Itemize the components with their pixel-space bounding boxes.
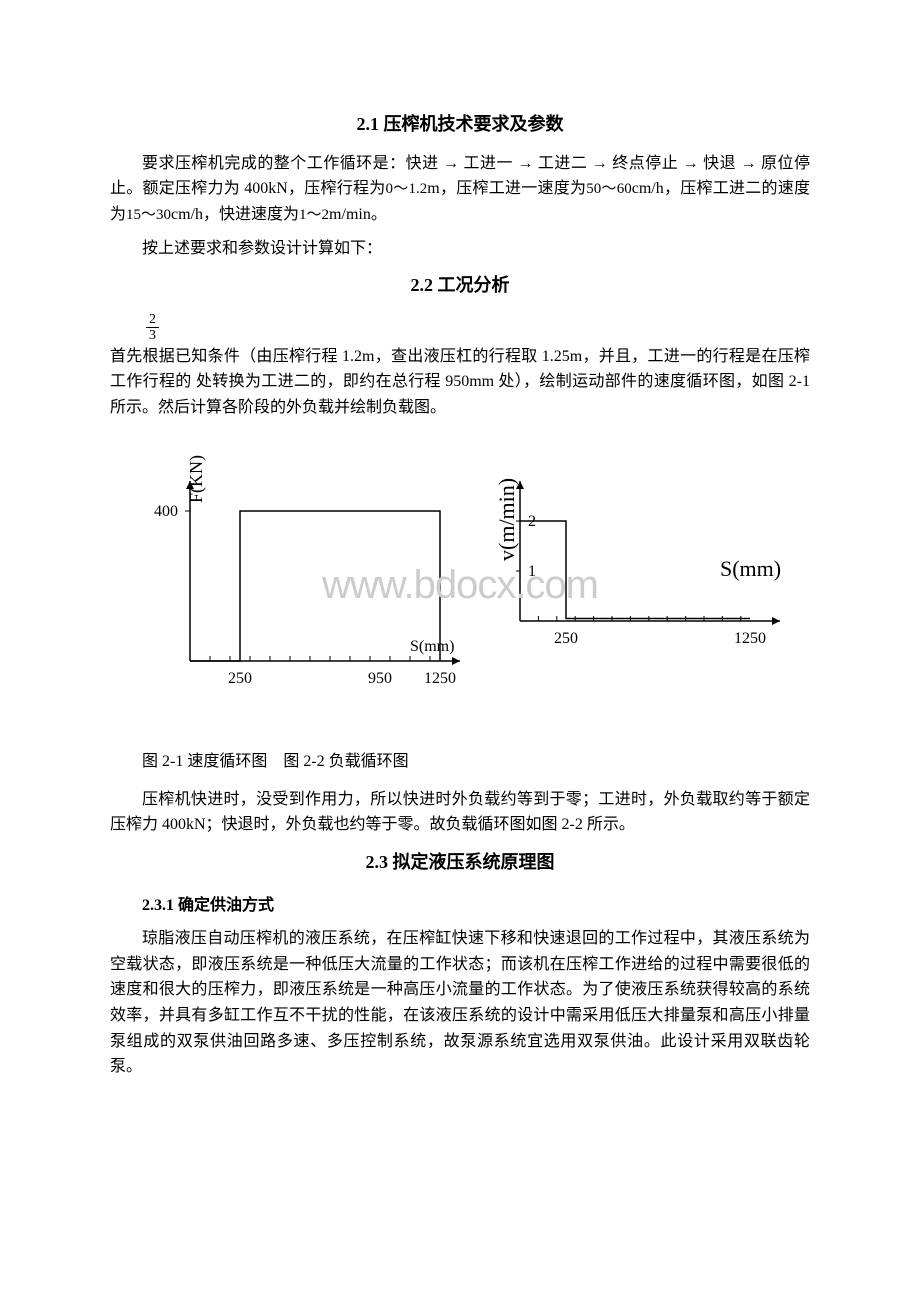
text-segment: m/min。 xyxy=(329,206,387,223)
section-2-2-paragraph-2: 压榨机快进时，没受到作用力，所以快进时外负载约等到于零；工进时，外负载取约等于额… xyxy=(110,787,810,838)
section-2-1-paragraph-2: 按上述要求和参数设计计算如下： xyxy=(110,236,810,262)
range-stroke: 0～1.2 xyxy=(386,181,428,197)
svg-text:1250: 1250 xyxy=(424,670,456,687)
section-2-3-paragraph-1: 琼脂液压自动压榨机的液压系统，在压榨缸快速下移和快速退回的工作过程中，其液压系统… xyxy=(110,926,810,1080)
charts-container: 2509501250400F(KN)S(mm) 250125012v(m/min… xyxy=(110,451,810,720)
svg-text:S(mm): S(mm) xyxy=(720,556,781,581)
svg-text:250: 250 xyxy=(228,670,252,687)
section-2-3-title: 2.3 拟定液压系统原理图 xyxy=(110,848,810,877)
svg-text:S(mm): S(mm) xyxy=(410,638,454,655)
fraction-2-3: 2 3 xyxy=(146,312,810,344)
section-2-2-title: 2.2 工况分析 xyxy=(110,271,810,300)
svg-text:F(KN): F(KN) xyxy=(186,455,207,503)
range-feed2: 15～30 xyxy=(126,207,171,223)
svg-text:400: 400 xyxy=(154,503,178,520)
range-feed1: 50～60 xyxy=(586,181,632,197)
section-2-1-title: 2.1 压榨机技术要求及参数 xyxy=(110,110,810,139)
svg-text:950: 950 xyxy=(368,670,392,687)
svg-text:1250: 1250 xyxy=(734,630,766,647)
chart-speed-cycle: 250125012v(m/min)S(mm) xyxy=(480,451,810,720)
svg-text:v(m/min): v(m/min) xyxy=(494,477,519,560)
figure-caption: 图 2-1 速度循环图 图 2-2 负载循环图 xyxy=(110,749,810,775)
fraction-denominator: 3 xyxy=(146,328,159,343)
svg-text:1: 1 xyxy=(528,563,536,580)
section-2-2-paragraph-1: 首先根据已知条件（由压榨行程 1.2m，查出液压杠的行程取 1.25m，并且，工… xyxy=(110,344,810,421)
text-segment: m，压榨工进一速度为 xyxy=(427,180,586,197)
section-2-3-1-title: 2.3.1 确定供油方式 xyxy=(110,893,810,919)
chart-load-cycle: 250 950 1250 400 F(KN) S(mm) xyxy=(110,451,470,720)
svg-text:250: 250 xyxy=(554,630,578,647)
text-segment: cm/h，快进速度为 xyxy=(171,206,299,223)
section-2-1-paragraph-1: 要求压榨机完成的整个工作循环是：快进 → 工进一 → 工进二 → 终点停止 → … xyxy=(110,151,810,228)
fraction-numerator: 2 xyxy=(146,312,159,328)
range-fast: 1～2 xyxy=(299,207,329,223)
